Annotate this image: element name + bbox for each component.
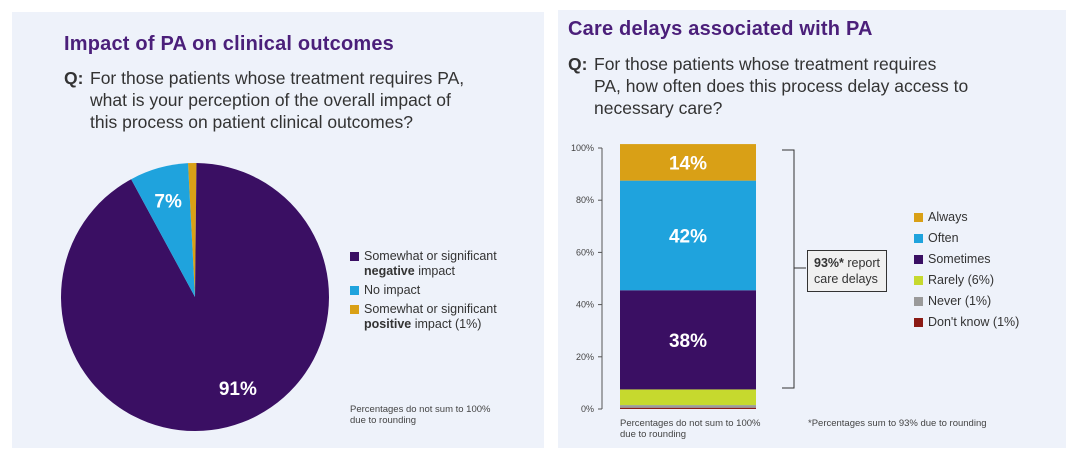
note-line: Percentages do not sum to 100% <box>350 404 491 415</box>
legend-label: No impact <box>364 283 421 297</box>
legend-swatch <box>350 252 359 261</box>
legend-swatch <box>914 213 923 222</box>
legend-label: Always <box>928 210 968 224</box>
legend-label: Sometimes <box>928 252 991 266</box>
legend-swatch <box>914 276 923 285</box>
bar-segment <box>620 389 756 406</box>
legend-label: Never (1%) <box>928 294 992 308</box>
y-tick-label: 100% <box>571 143 594 153</box>
legend-swatch <box>914 318 923 327</box>
legend-swatch <box>350 305 359 314</box>
callout-value: 93%* <box>814 256 844 270</box>
callout-text: report <box>843 256 881 270</box>
right-note-right: *Percentages sum to 93% due to rounding <box>808 418 987 429</box>
legend-label-bold: negative <box>364 264 415 278</box>
bar-segment <box>620 290 756 390</box>
y-tick-label: 40% <box>576 300 594 310</box>
y-tick-label: 20% <box>576 352 594 362</box>
bar-value-label: 38% <box>669 331 707 352</box>
note-line: due to rounding <box>350 415 417 426</box>
right-question: Q: For those patients whose treatment re… <box>568 53 968 119</box>
legend-label: Somewhat or significant <box>364 249 497 263</box>
right-question-line: PA, how often does this process delay ac… <box>594 76 969 96</box>
legend-label-bold: positive <box>364 317 412 331</box>
legend-label: impact (1%) <box>411 317 482 331</box>
legend-swatch <box>914 297 923 306</box>
note-line: Percentages do not sum to 100% <box>620 418 761 429</box>
left-panel: Impact of PA on clinical outcomes Q: For… <box>12 12 544 448</box>
note-line: due to rounding <box>620 429 687 440</box>
legend-item: Often <box>914 231 1019 246</box>
legend-label: Often <box>928 231 959 245</box>
legend-label: Somewhat or significant <box>364 302 497 316</box>
stacked-bar-chart: 0% 20% 40% 60% 80% 100% 38% 42% 14% <box>571 143 806 414</box>
pie-slice <box>187 163 197 297</box>
legend-item: Always <box>914 210 1019 225</box>
left-question-line: this process on patient clinical outcome… <box>90 112 413 132</box>
care-delay-callout: 93%* report care delays <box>807 250 888 292</box>
legend-item: No impact <box>350 283 540 298</box>
left-note: Percentages do not sum to 100% due to ro… <box>350 404 490 426</box>
right-q-label: Q: <box>568 54 588 74</box>
legend-swatch <box>914 255 923 264</box>
legend-swatch <box>350 286 359 295</box>
pie-slice <box>61 163 329 431</box>
legend-item: Sometimes <box>914 252 1019 267</box>
bracket <box>782 149 806 389</box>
legend-item: Don't know (1%) <box>914 315 1019 330</box>
left-question-line: For those patients whose treatment requi… <box>90 68 465 88</box>
legend-swatch <box>914 234 923 243</box>
y-tick-label: 0% <box>581 404 594 414</box>
right-title: Care delays associated with PA <box>568 18 873 40</box>
y-tick-label: 60% <box>576 247 594 257</box>
legend-item: Rarely (6%) <box>914 273 1019 288</box>
y-tick-label: 80% <box>576 195 594 205</box>
legend-item: Never (1%) <box>914 294 1019 309</box>
legend-item: Somewhat or significant positive impact (… <box>350 302 540 332</box>
pie-chart: 91% 7% <box>61 163 329 431</box>
bar-segment <box>620 180 756 291</box>
right-question-line: For those patients whose treatment requi… <box>594 54 937 74</box>
right-note-left: Percentages do not sum to 100% due to ro… <box>620 418 760 440</box>
legend-label: Rarely (6%) <box>928 273 994 287</box>
left-question: Q: For those patients whose treatment re… <box>64 67 464 133</box>
pie-legend: Somewhat or significant negative impact N… <box>350 249 540 336</box>
legend-item: Somewhat or significant negative impact <box>350 249 540 279</box>
left-question-line: what is your perception of the overall i… <box>90 90 451 110</box>
bar-segment <box>620 407 756 409</box>
bar-value-label: 42% <box>669 226 707 247</box>
bar-value-label: 14% <box>669 153 707 174</box>
right-question-line: necessary care? <box>594 98 723 118</box>
left-q-label: Q: <box>64 68 84 88</box>
bar-segment <box>620 144 756 181</box>
bar-segment <box>620 405 756 408</box>
bar-legend: Always Often Sometimes Rarely (6%) Never (1%… <box>914 210 1019 336</box>
pie-value-label: 91% <box>219 379 257 400</box>
left-title: Impact of PA on clinical outcomes <box>64 33 394 55</box>
callout-text: care delays <box>814 272 878 286</box>
legend-label: impact <box>414 264 456 278</box>
right-panel: Care delays associated with PA Q: For th… <box>558 10 1066 448</box>
pie-value-label: 7% <box>154 192 182 213</box>
legend-label: Don't know (1%) <box>928 315 1020 329</box>
pie-slice <box>131 163 195 297</box>
